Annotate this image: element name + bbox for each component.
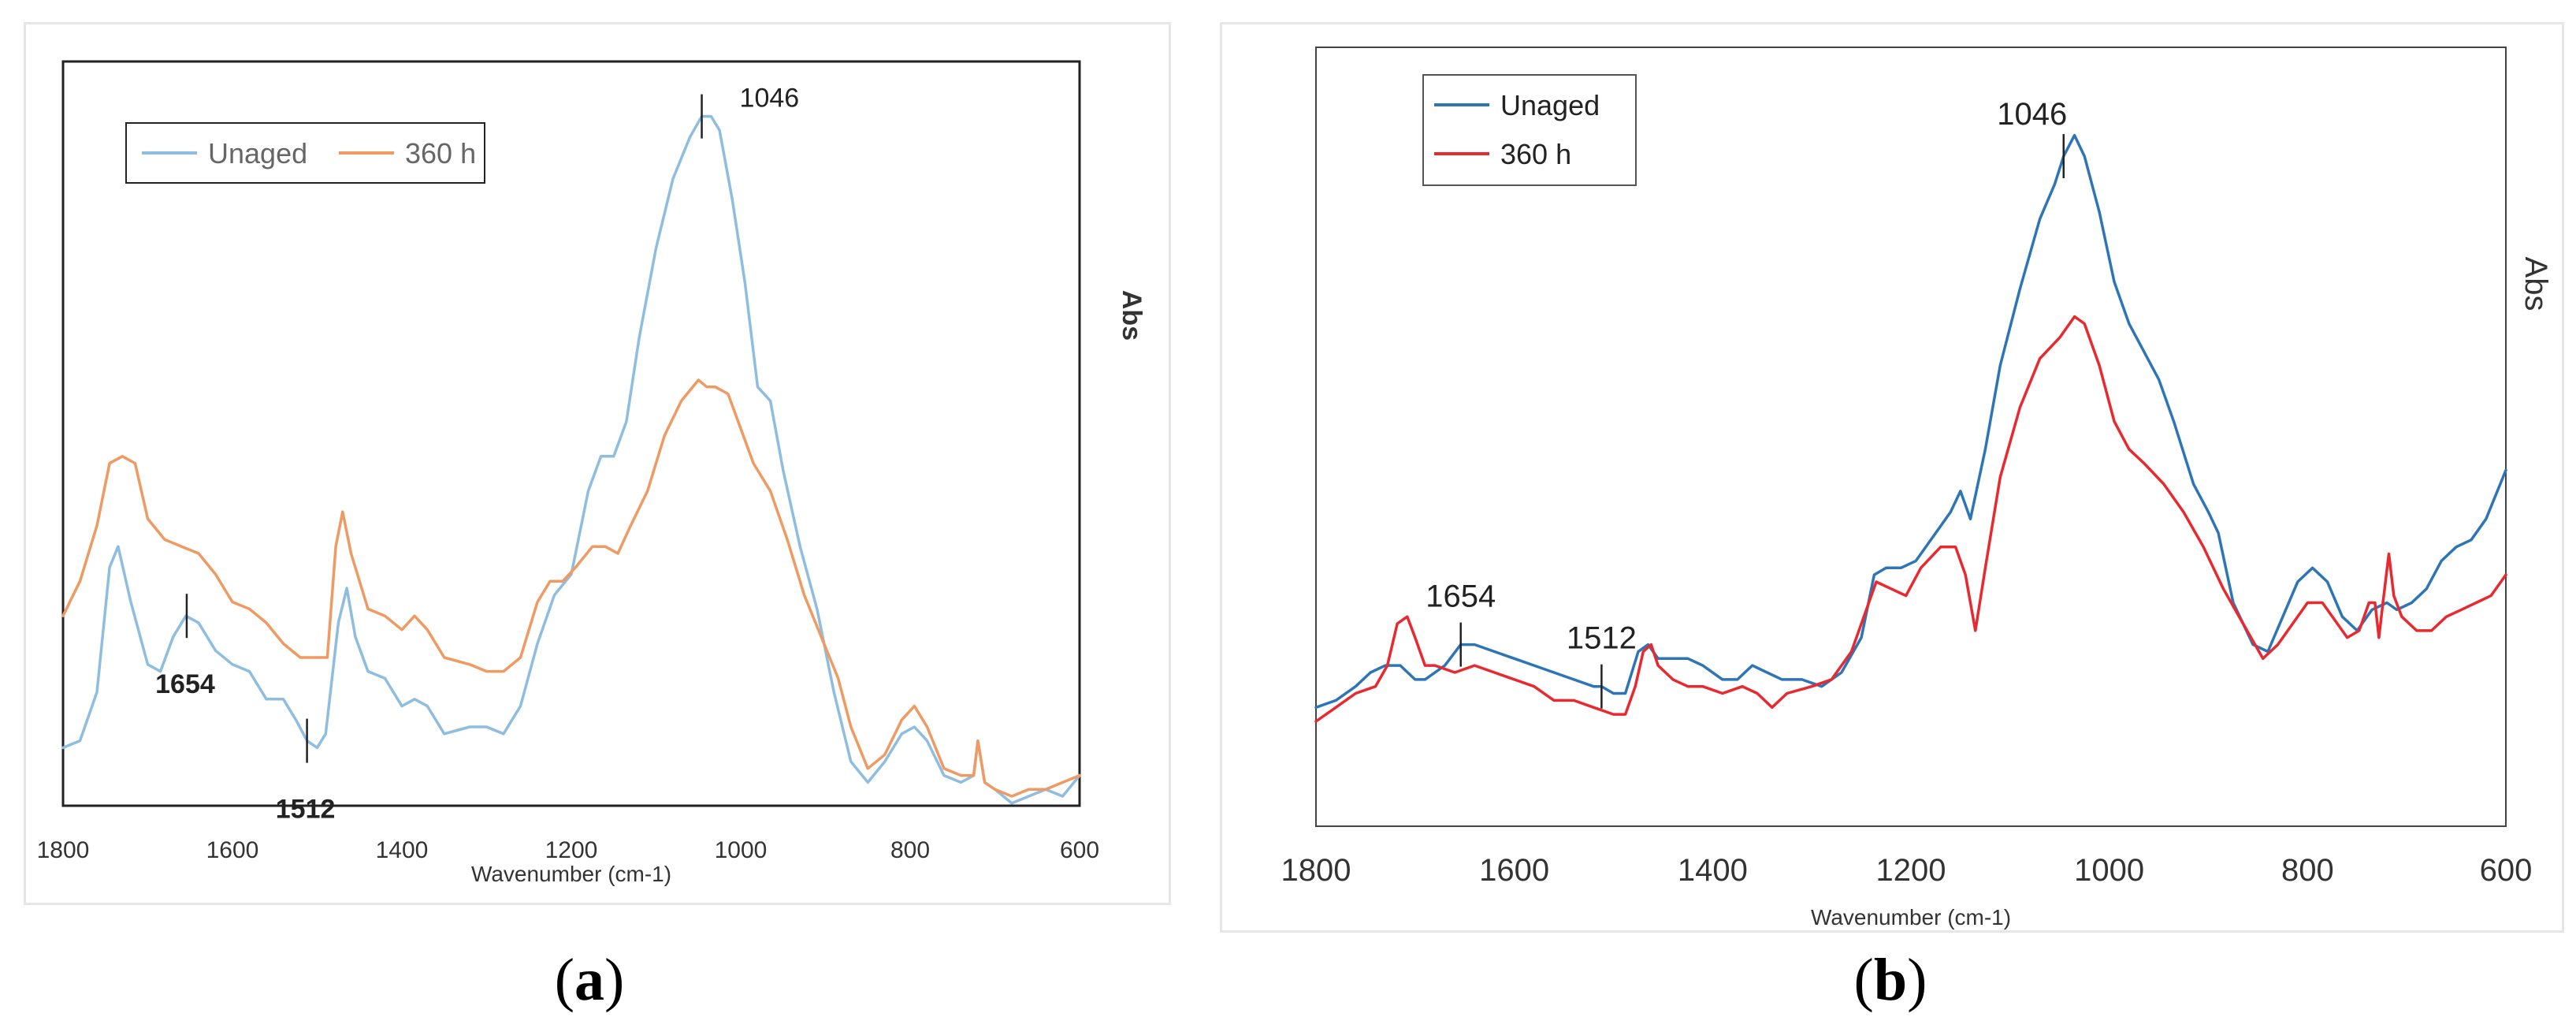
peak-label: 1046 xyxy=(1997,97,2067,132)
series-line-360h xyxy=(61,378,1081,798)
x-tick-label: 1200 xyxy=(545,837,598,863)
y-axis-label: Abs xyxy=(2518,257,2553,311)
panel-b-caption: (b) xyxy=(1853,947,1927,1013)
legend-label: 360 h xyxy=(1500,138,1571,170)
legend-box xyxy=(1422,74,1637,186)
plot-frame xyxy=(61,60,1081,807)
x-tick-label: 800 xyxy=(890,837,930,863)
x-tick-label: 1800 xyxy=(37,837,90,863)
x-axis-label: Wavenumber (cm-1) xyxy=(471,862,671,886)
x-tick-label: 1800 xyxy=(1281,853,1351,888)
legend: Unaged 360 h xyxy=(125,122,485,184)
x-tick-label: 600 xyxy=(2480,853,2533,888)
x-tick-label: 1000 xyxy=(2074,853,2144,888)
series-line-unaged xyxy=(61,114,1081,805)
x-tick-label: 1600 xyxy=(1479,853,1549,888)
series-line-360h xyxy=(1314,315,2507,723)
peak-label: 1046 xyxy=(740,84,800,114)
legend: Unaged 360 h xyxy=(1422,74,1637,186)
legend-label: Unaged xyxy=(1500,89,1600,121)
y-axis-label: Abs xyxy=(1117,290,1147,341)
legend-label: Unaged xyxy=(208,137,307,170)
legend-label: 360 h xyxy=(405,137,476,170)
peak-label: 1654 xyxy=(1426,579,1496,614)
peak-label: 1654 xyxy=(155,669,215,699)
x-tick-label: 1400 xyxy=(376,837,429,863)
peak-label: 1512 xyxy=(1567,621,1637,656)
x-tick-label: 1000 xyxy=(715,837,768,863)
x-tick-label: 800 xyxy=(2281,853,2334,888)
series-line-unaged xyxy=(1314,133,2507,710)
peak-label: 1512 xyxy=(276,795,336,825)
chart-a: 1800 1600 1400 1200 1000 800 600 Wavenumber (cm… xyxy=(37,60,1147,886)
x-tick-label: 1600 xyxy=(206,837,259,863)
panel-a-caption: (a) xyxy=(554,947,625,1013)
x-tick-label: 600 xyxy=(1060,837,1099,863)
x-tick-label: 1400 xyxy=(1678,853,1748,888)
plot-frame xyxy=(1315,47,2507,827)
x-axis-label: Wavenumber (cm-1) xyxy=(1811,905,2011,930)
chart-b: 1800 1600 1400 1200 1000 800 600 Wavenumber (cm… xyxy=(1281,47,2553,930)
x-tick-label: 1200 xyxy=(1876,853,1946,888)
